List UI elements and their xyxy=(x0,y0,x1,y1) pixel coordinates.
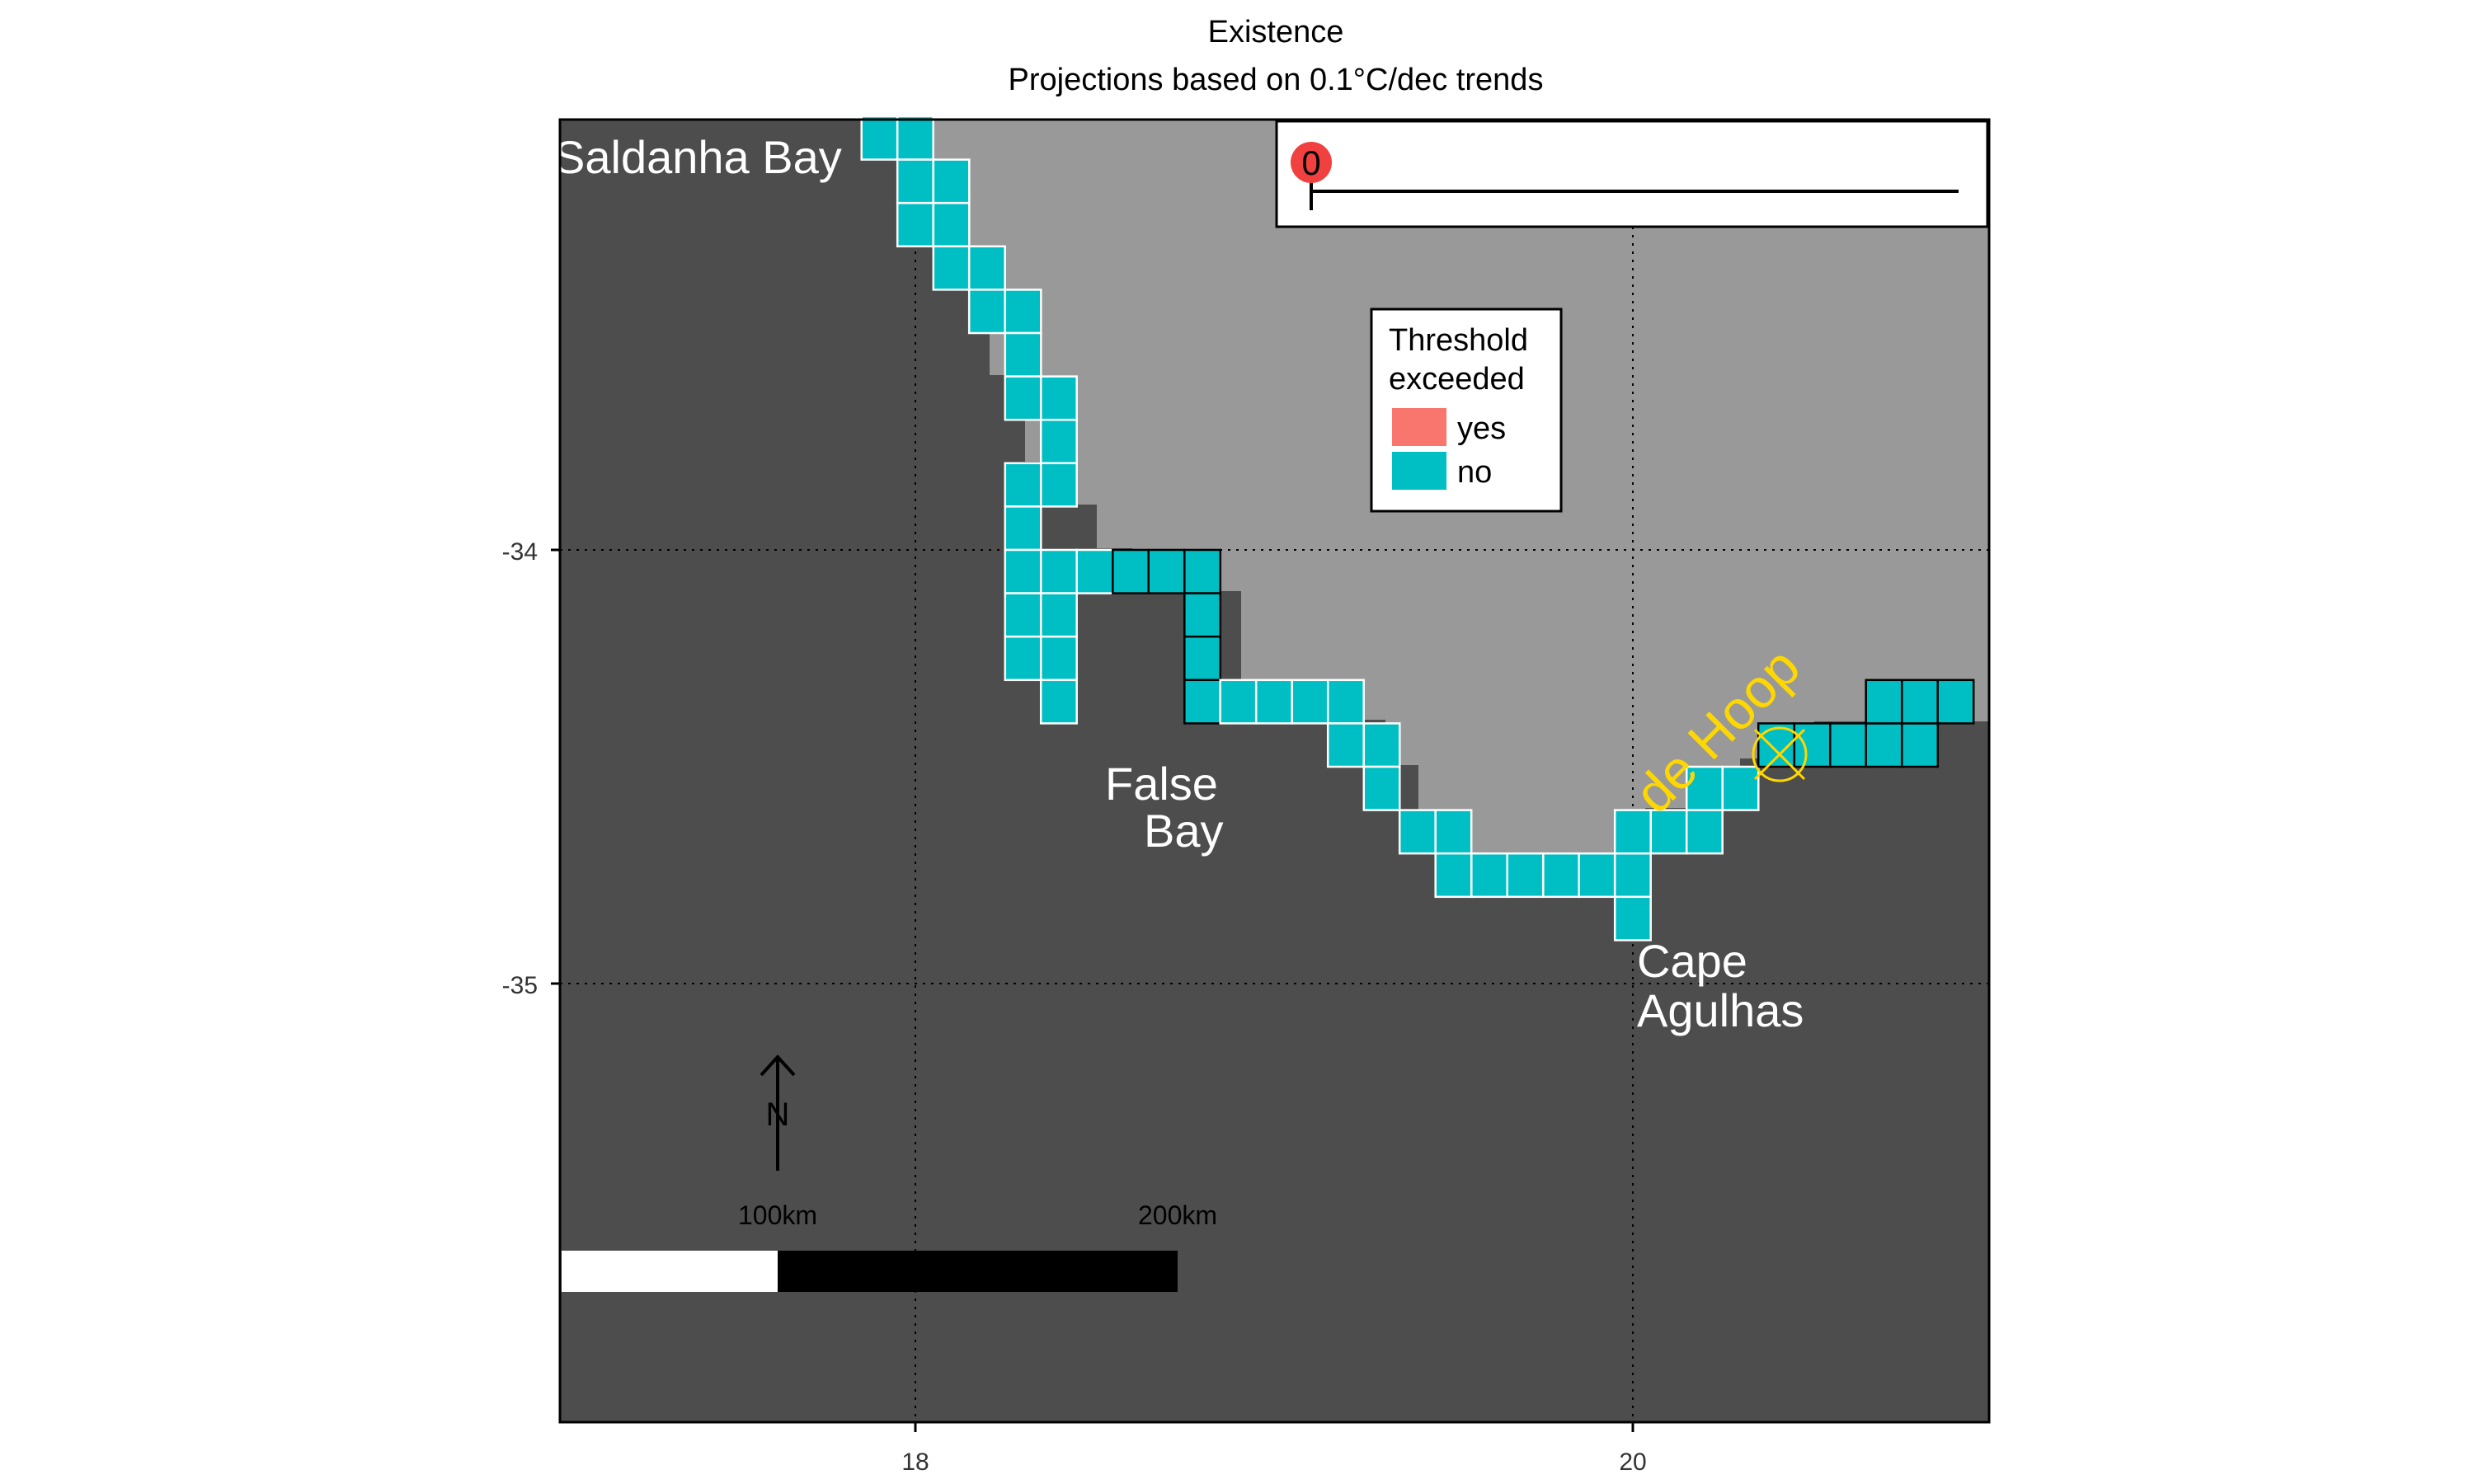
x-tick-label-18: 18 xyxy=(901,1449,929,1476)
legend-title-line1: Threshold xyxy=(1389,323,1528,358)
legend-swatch-yes xyxy=(1392,408,1446,446)
grid-cells xyxy=(860,115,1975,942)
legend-title-line2: exceeded xyxy=(1389,362,1525,397)
grid-cell xyxy=(1901,679,1940,725)
timeline-marker xyxy=(1291,142,1332,183)
grid-cell xyxy=(1039,462,1078,508)
grid-cell xyxy=(1291,679,1329,725)
grid-cell xyxy=(1613,895,1652,942)
grid-cell xyxy=(1434,852,1473,899)
grid-cell xyxy=(1183,679,1222,725)
grid-cell xyxy=(1326,679,1365,725)
grid-cell xyxy=(1183,548,1222,594)
grid-cell xyxy=(1004,331,1042,378)
legend-label-yes: yes xyxy=(1457,411,1506,446)
timeline-frame xyxy=(1275,120,1989,228)
grid-cell xyxy=(896,201,934,248)
grid-cell xyxy=(1112,548,1150,594)
grid-cell xyxy=(1039,635,1078,682)
scale-label-200km: 200km xyxy=(1138,1200,1217,1230)
grid-cell xyxy=(1470,852,1509,899)
grid-cell xyxy=(1829,722,1868,768)
grid-cell xyxy=(1039,375,1078,421)
legend: Threshold exceeded yes no xyxy=(1370,308,1563,513)
grid-cell xyxy=(1362,722,1401,768)
y-tick-label--34: -34 xyxy=(502,538,538,566)
grid-cell xyxy=(1039,592,1078,638)
north-arrow-head xyxy=(760,1054,796,1077)
grid-cell xyxy=(1721,765,1760,811)
grid-cell xyxy=(1004,592,1042,638)
site-marker-cross-2 xyxy=(1753,728,1806,781)
grid-cell xyxy=(896,158,934,204)
scale-segment-black xyxy=(778,1251,1178,1292)
map-subtitle: Projections based on 0.1°C/dec trends xyxy=(1009,63,1544,97)
timeline-marker-value: 0 xyxy=(1301,143,1320,182)
grid-cell xyxy=(932,201,971,248)
grid-cell xyxy=(1075,548,1114,594)
grid-cell xyxy=(1362,765,1401,811)
site-marker-de-hoop xyxy=(1752,726,1808,782)
place-label-saldanha-bay: Saldanha Bay xyxy=(554,131,842,183)
grid-cell xyxy=(932,245,971,291)
map-panel: Saldanha Bay False Bay Cape Agulhas de H… xyxy=(554,115,1991,1424)
scale-segment-white xyxy=(562,1251,778,1292)
grid-cell xyxy=(967,245,1006,291)
place-label-cape-line1: Cape xyxy=(1637,935,1747,987)
grid-cell xyxy=(1506,852,1545,899)
grid-cell xyxy=(1039,548,1078,594)
grid-cell xyxy=(967,289,1006,335)
grid-cell xyxy=(1865,722,1903,768)
y-tick-label--35: -35 xyxy=(502,972,538,999)
legend-label-no: no xyxy=(1457,455,1492,490)
grid-cell xyxy=(1649,809,1688,855)
grid-cell xyxy=(1004,289,1042,335)
grid-cell xyxy=(896,115,934,161)
grid-cell xyxy=(1434,809,1473,855)
grid-cell xyxy=(1793,722,1832,768)
grid-cell xyxy=(1542,852,1581,899)
x-tick-label-20: 20 xyxy=(1619,1449,1646,1476)
grid-cell xyxy=(1004,462,1042,508)
grid-cell xyxy=(1901,722,1940,768)
grid-cell xyxy=(1254,679,1293,725)
grid-cell xyxy=(1183,635,1222,682)
north-arrow: N xyxy=(760,1054,796,1171)
grid-cell xyxy=(1865,679,1903,725)
grid-cell xyxy=(1039,679,1078,725)
grid-cell xyxy=(1004,548,1042,594)
grid-cell xyxy=(1147,548,1186,594)
grid-cell xyxy=(1039,418,1078,465)
scale-label-100km: 100km xyxy=(738,1200,817,1230)
grid-cell xyxy=(1326,722,1365,768)
scale-bar: 100km 200km xyxy=(562,1200,1217,1292)
grid-cell xyxy=(1936,679,1975,725)
grid-cell xyxy=(1004,505,1042,552)
map-title: Existence xyxy=(1208,15,1344,49)
grid-cell xyxy=(1004,635,1042,682)
grid-cell xyxy=(1578,852,1616,899)
legend-swatch-no xyxy=(1392,452,1446,490)
north-label: N xyxy=(766,1097,790,1133)
place-label-agulhas-line2: Agulhas xyxy=(1637,984,1804,1036)
grid-cell xyxy=(860,115,899,161)
timeline-box: 0 xyxy=(1275,120,1989,228)
site-marker-circle xyxy=(1752,726,1808,782)
grid-cell xyxy=(1398,809,1437,855)
graticule xyxy=(560,120,1989,1422)
axes: -34 -35 18 20 xyxy=(502,538,1647,1476)
grid-cell xyxy=(1004,375,1042,421)
grid-cell xyxy=(1613,809,1652,855)
grid-cell xyxy=(1219,679,1258,725)
grid-cell xyxy=(1183,592,1222,638)
place-label-false-bay-line2: Bay xyxy=(1144,805,1224,857)
grid-cell xyxy=(932,158,971,204)
panel-border xyxy=(558,118,1991,1424)
grid-cell xyxy=(1685,809,1724,855)
grid-cell xyxy=(1613,852,1652,899)
place-label-false-bay-line1: False xyxy=(1105,758,1218,810)
